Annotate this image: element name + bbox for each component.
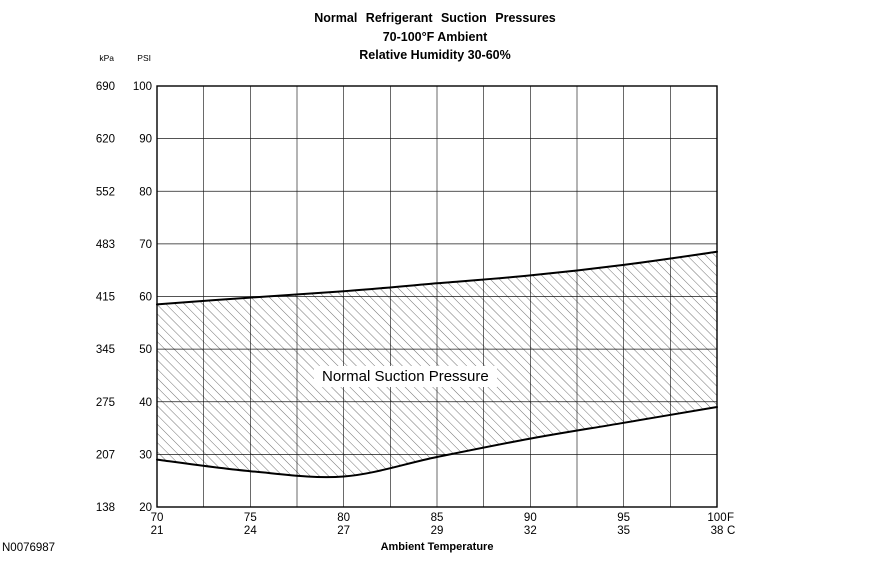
c-tick-label: 21 [151,525,164,537]
normal-pressure-band [157,251,717,478]
f-tick-label: 80 [337,512,350,524]
f-tick-label: 85 [431,512,444,524]
f-unit-label: F [727,512,734,524]
f-tick-label: 95 [617,512,630,524]
kpa-tick-label: 275 [96,397,115,409]
c-tick-label: 24 [244,525,257,537]
chart-subtitle-humidity: Relative Humidity 30-60% [359,48,511,62]
chart-subtitle-ambient: 70-100°F Ambient [382,29,488,44]
f-tick-label: 100 [707,512,726,524]
normal-suction-pressure-label: Normal Suction Pressure [314,366,497,387]
upper-limit-curve [156,250,718,306]
f-tick-label: 70 [151,512,164,524]
psi-tick-label: 100 [133,81,152,93]
kpa-tick-label: 483 [96,239,115,251]
kpa-tick-label: 620 [96,134,115,146]
c-tick-label: 29 [431,525,444,537]
c-tick-label: 32 [524,525,537,537]
psi-tick-label: 20 [139,502,152,514]
figure-code: N0076987 [2,542,56,554]
plot-frame [156,85,718,508]
kpa-tick-label: 552 [96,186,115,198]
kpa-tick-label: 138 [96,502,115,514]
f-tick-label: 90 [524,512,537,524]
psi-tick-label: 30 [139,449,152,461]
chart-title: Normal Refrigerant Suction Pressures [314,11,556,25]
chart-title-block: Normal Refrigerant Suction Pressures 70-… [0,9,870,65]
psi-tick-label: 80 [139,186,152,198]
kpa-tick-label: 415 [96,292,115,304]
c-tick-label: 38 [711,525,724,537]
c-tick-label: 27 [337,525,350,537]
psi-tick-label: 90 [139,134,152,146]
psi-unit-label: PSI [137,53,151,63]
kpa-tick-label: 690 [96,81,115,93]
psi-tick-label: 70 [139,239,152,251]
kpa-tick-label: 345 [96,344,115,356]
c-tick-label: 35 [617,525,630,537]
kpa-unit-label: kPa [99,53,114,63]
f-tick-label: 75 [244,512,257,524]
x-axis-title: Ambient Temperature [380,541,494,553]
kpa-tick-label: 207 [96,449,115,461]
psi-tick-label: 50 [139,344,152,356]
psi-tick-label: 40 [139,397,152,409]
lower-limit-curve [156,406,718,479]
c-unit-label: C [727,525,735,537]
psi-tick-label: 60 [139,292,152,304]
y-axis-labels: 20 138 30 207 40 275 50 345 60 415 70 483 80 552 90 620… [96,53,152,514]
